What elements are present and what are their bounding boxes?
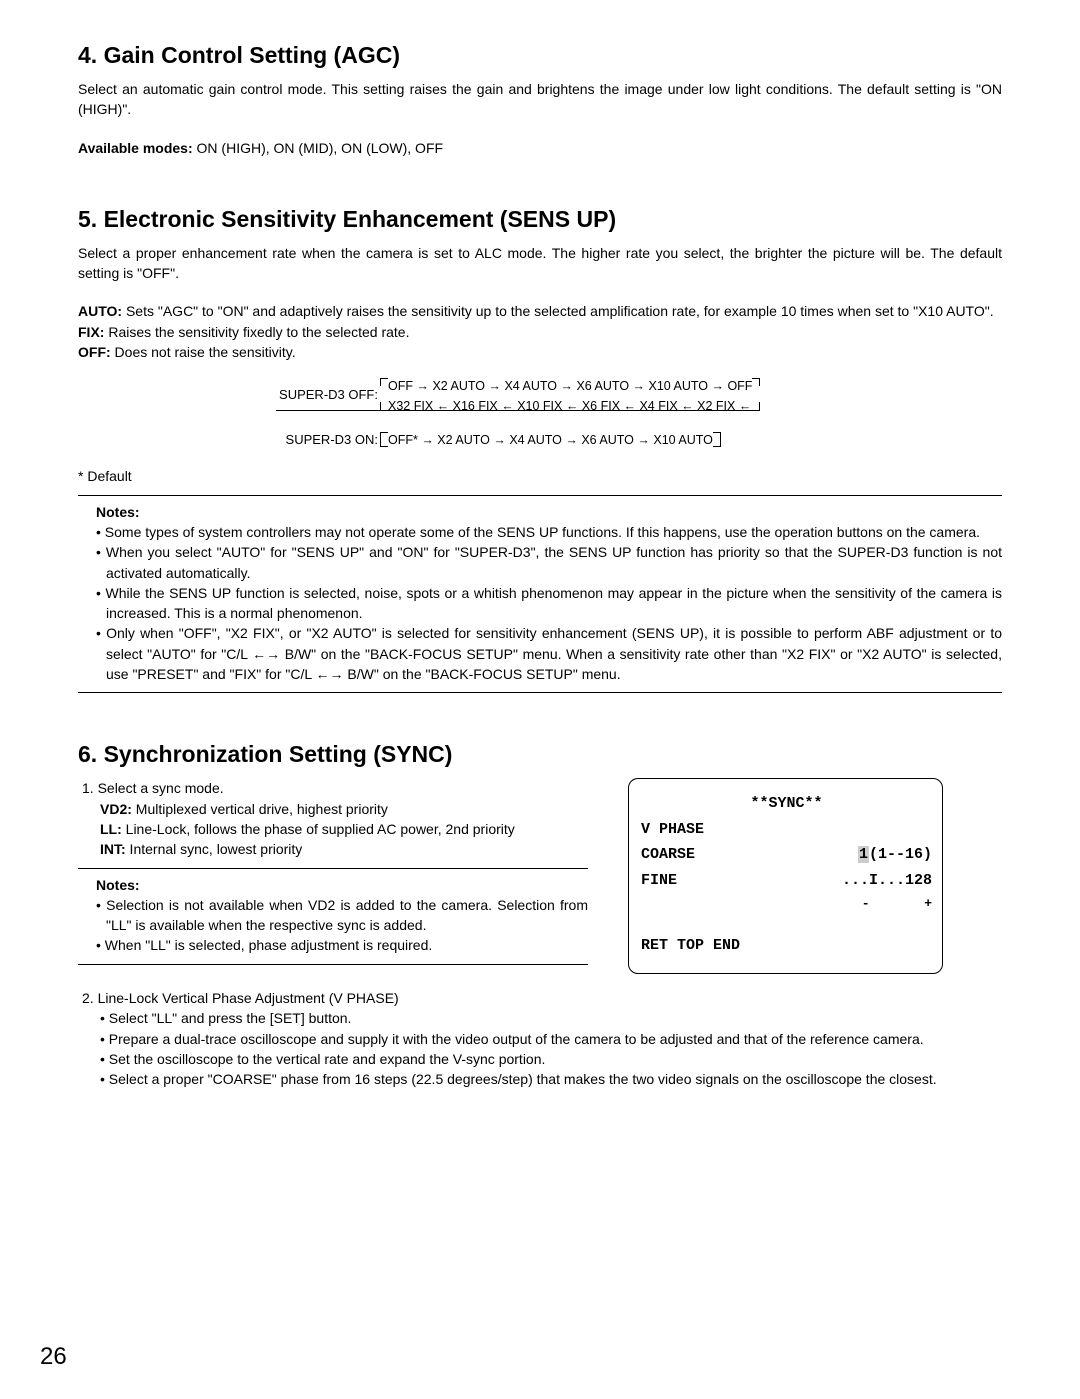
- sensup-diagram: SUPER-D3 OFF: OFF → X2 AUTO → X4 AUTO → …: [78, 376, 1002, 448]
- bracket-piece: [380, 432, 381, 446]
- panel-signs-row: - +: [641, 893, 932, 915]
- step2-item: Select a proper "COARSE" phase from 16 s…: [100, 1069, 1002, 1089]
- bracket-piece: [759, 378, 760, 386]
- section-agc: 4. Gain Control Setting (AGC) Select an …: [78, 42, 1002, 158]
- modes-label: Available modes:: [78, 140, 193, 156]
- notes-list-sensup: Some types of system controllers may not…: [96, 522, 1002, 684]
- panel-coarse-value: 1(1--16): [858, 842, 932, 868]
- auto-line: AUTO: Sets "AGC" to "ON" and adaptively …: [78, 301, 1002, 321]
- auto-text: Sets "AGC" to "ON" and adaptively raises…: [122, 303, 994, 319]
- para-sensup: Select a proper enhancement rate when th…: [78, 243, 1002, 284]
- diagram-on-label: SUPER-D3 ON:: [78, 432, 388, 447]
- note-item: Selection is not available when VD2 is a…: [96, 895, 588, 936]
- bracket-piece: [380, 378, 388, 379]
- step2-item: Select "LL" and press the [SET] button.: [100, 1008, 1002, 1028]
- step2-list: Select "LL" and press the [SET] button. …: [100, 1008, 1002, 1089]
- notes-sensup: Notes: Some types of system controllers …: [78, 495, 1002, 694]
- diagram-on-line: OFF* → X2 AUTO → X4 AUTO → X6 AUTO → X10…: [388, 430, 713, 450]
- bracket-piece: [380, 378, 381, 386]
- panel-fine-signs: - +: [862, 893, 932, 915]
- sync-left-col: 1. Select a sync mode. VD2: Multiplexed …: [78, 778, 598, 964]
- bracket-piece: [713, 446, 721, 447]
- int-label: INT:: [100, 841, 126, 857]
- notes-label: Notes:: [96, 502, 1002, 522]
- panel-vphase: V PHASE: [641, 817, 704, 843]
- panel-coarse-rest: (1--16): [869, 846, 932, 863]
- panel-coarse-row: COARSE 1(1--16): [641, 842, 932, 868]
- diagram-off-line2: X32 FIX ← X16 FIX ← X10 FIX ← X6 FIX ← X…: [388, 396, 752, 416]
- vd2-text: Multiplexed vertical drive, highest prio…: [132, 801, 388, 817]
- off-text: Does not raise the sensitivity.: [111, 344, 296, 360]
- diagram-off-label: SUPER-D3 OFF:: [78, 387, 388, 402]
- section-sensup: 5. Electronic Sensitivity Enhancement (S…: [78, 206, 1002, 693]
- off-label: OFF:: [78, 344, 111, 360]
- diagram-row-on: SUPER-D3 ON: OFF* → X2 AUTO → X4 AUTO → …: [78, 430, 1002, 448]
- diagram-row-off: SUPER-D3 OFF: OFF → X2 AUTO → X4 AUTO → …: [78, 376, 1002, 412]
- heading-sensup: 5. Electronic Sensitivity Enhancement (S…: [78, 206, 1002, 233]
- default-note: * Default: [78, 466, 1002, 486]
- panel-fine-row: FINE ...I...128: [641, 868, 932, 894]
- para-agc: Select an automatic gain control mode. T…: [78, 79, 1002, 120]
- vd2-line: VD2: Multiplexed vertical drive, highest…: [100, 799, 598, 819]
- step1-lead: 1. Select a sync mode.: [82, 778, 598, 798]
- step2-lead: 2. Line-Lock Vertical Phase Adjustment (…: [82, 988, 1002, 1008]
- modes-line: Available modes: ON (HIGH), ON (MID), ON…: [78, 138, 1002, 158]
- notes-label-sync: Notes:: [96, 875, 588, 895]
- bracket-piece: [380, 446, 388, 447]
- sync-osd-panel: **SYNC** V PHASE COARSE 1(1--16) FINE ..…: [628, 778, 943, 974]
- bracket-piece: [713, 432, 721, 433]
- heading-sync: 6. Synchronization Setting (SYNC): [78, 741, 1002, 768]
- int-line: INT: Internal sync, lowest priority: [100, 839, 598, 859]
- sync-columns: 1. Select a sync mode. VD2: Multiplexed …: [78, 778, 1002, 974]
- bracket-piece: [759, 402, 760, 410]
- panel-coarse-hl: 1: [858, 846, 869, 863]
- panel-fine-value: ...I...128: [842, 868, 932, 894]
- fix-line: FIX: Raises the sensitivity fixedly to t…: [78, 322, 1002, 342]
- bracket-piece: [720, 432, 721, 446]
- panel-coarse-label: COARSE: [641, 842, 695, 868]
- panel-fine-label: FINE: [641, 868, 677, 894]
- bracket-piece: [276, 410, 760, 411]
- fix-text: Raises the sensitivity fixedly to the se…: [104, 324, 409, 340]
- section-sync: 6. Synchronization Setting (SYNC) 1. Sel…: [78, 741, 1002, 1089]
- diagram-on-box: OFF* → X2 AUTO → X4 AUTO → X6 AUTO → X10…: [388, 430, 713, 448]
- bracket-piece: [380, 402, 381, 410]
- panel-title: **SYNC**: [641, 791, 932, 817]
- int-text: Internal sync, lowest priority: [126, 841, 303, 857]
- bracket-piece: [752, 378, 760, 379]
- fix-label: FIX:: [78, 324, 104, 340]
- diagram-off-box: OFF → X2 AUTO → X4 AUTO → X6 AUTO → X10 …: [388, 376, 752, 412]
- ll-text: Line-Lock, follows the phase of supplied…: [122, 821, 515, 837]
- notes-sync: Notes: Selection is not available when V…: [78, 868, 588, 965]
- modes-value: ON (HIGH), ON (MID), ON (LOW), OFF: [193, 140, 443, 156]
- note-item: When "LL" is selected, phase adjustment …: [96, 935, 588, 955]
- note-item: When you select "AUTO" for "SENS UP" and…: [96, 542, 1002, 583]
- heading-agc: 4. Gain Control Setting (AGC): [78, 42, 1002, 69]
- ll-label: LL:: [100, 821, 122, 837]
- step2-item: Set the oscilloscope to the vertical rat…: [100, 1049, 1002, 1069]
- panel-vphase-row: V PHASE: [641, 817, 932, 843]
- step2-item: Prepare a dual-trace oscilloscope and su…: [100, 1029, 1002, 1049]
- off-line: OFF: Does not raise the sensitivity.: [78, 342, 1002, 362]
- bracket-piece: [380, 432, 388, 433]
- vd2-label: VD2:: [100, 801, 132, 817]
- panel-nav: RET TOP END: [641, 933, 932, 959]
- note-item: Only when "OFF", "X2 FIX", or "X2 AUTO" …: [96, 623, 1002, 684]
- ll-line: LL: Line-Lock, follows the phase of supp…: [100, 819, 598, 839]
- note-item: Some types of system controllers may not…: [96, 522, 1002, 542]
- diagram-off-line1: OFF → X2 AUTO → X4 AUTO → X6 AUTO → X10 …: [388, 376, 752, 396]
- auto-label: AUTO:: [78, 303, 122, 319]
- notes-list-sync: Selection is not available when VD2 is a…: [96, 895, 588, 956]
- page-number: 26: [40, 1343, 67, 1371]
- note-item: While the SENS UP function is selected, …: [96, 583, 1002, 624]
